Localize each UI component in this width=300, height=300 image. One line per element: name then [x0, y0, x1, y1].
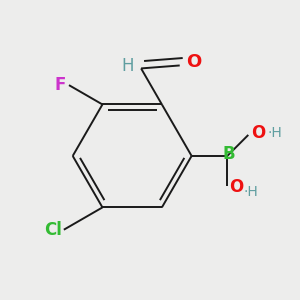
Text: ·H: ·H — [268, 125, 282, 140]
Text: O: O — [251, 124, 266, 142]
Text: H: H — [121, 57, 134, 75]
Text: ·H: ·H — [244, 185, 258, 199]
Text: O: O — [229, 178, 243, 196]
Text: F: F — [55, 76, 66, 94]
Text: Cl: Cl — [44, 221, 62, 239]
Text: O: O — [186, 52, 201, 70]
Text: B: B — [223, 146, 235, 164]
